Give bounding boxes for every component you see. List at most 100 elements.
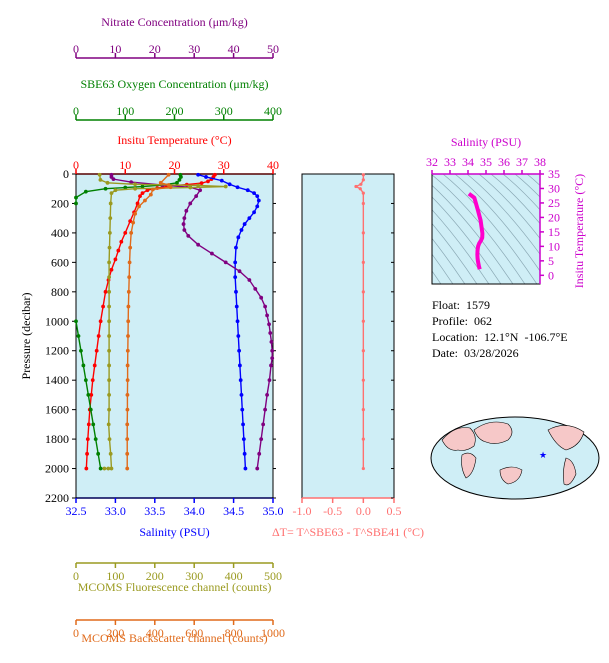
temperature-point [145, 188, 150, 193]
delta-axis-title: ΔT= T^SBE63 - T^SBE41 (°C) [272, 525, 424, 539]
backscatter-point [125, 451, 130, 456]
salinity-tick-label: 32.5 [66, 504, 87, 518]
fluorescence-point [223, 184, 228, 189]
fluorescence-point [107, 393, 111, 397]
pressure-tick-label: 600 [51, 255, 69, 269]
temperature-point [113, 257, 118, 262]
salinity-tick-label: 34.0 [184, 504, 205, 518]
oxygen-point [140, 184, 145, 189]
nitrate-point [267, 378, 272, 383]
fluorescence-point [107, 231, 112, 235]
oxygen-point [74, 319, 78, 324]
backscatter-point [125, 437, 130, 441]
isoline [514, 174, 540, 198]
temperature-point [119, 239, 124, 244]
temperature-point [92, 363, 97, 368]
ts-salinity-tick-label: 34 [462, 155, 474, 169]
fluorescence-point [107, 304, 111, 309]
fluorescence-tick-label: 400 [225, 569, 243, 583]
pressure-tick-label: 400 [51, 226, 69, 240]
backscatter-point [131, 220, 136, 225]
salinity-point [245, 188, 250, 193]
ts-temperature-tick-label: 25 [548, 196, 560, 210]
nitrate-point [265, 313, 269, 318]
temperature-point [90, 378, 95, 383]
ts-salinity-tick-label: 38 [534, 155, 546, 169]
backscatter-point [166, 172, 171, 177]
isoline [432, 174, 526, 284]
backscatter-point [168, 185, 173, 190]
salinity-point [233, 275, 238, 279]
temperature-point [86, 422, 91, 427]
float-location-marker: ★ [539, 451, 547, 461]
backscatter-point [127, 275, 132, 279]
backscatter-tick-label: 600 [185, 626, 203, 640]
nitrate-tick-label: 40 [228, 42, 240, 56]
oxygen-point [79, 348, 83, 353]
salinity-point [236, 235, 241, 240]
map-landmass [441, 427, 476, 451]
salinity-point [239, 228, 244, 232]
delta-t-point [359, 182, 363, 186]
oxygen-tick-label: 200 [166, 104, 184, 118]
delta-t-point [361, 319, 365, 323]
delta-t-point [361, 437, 365, 441]
pressure-tick-label: 1400 [45, 373, 69, 387]
nitrate-point [261, 422, 266, 427]
float-id: Float: 1579 [432, 298, 491, 312]
pressure-tick-label: 2000 [45, 462, 69, 476]
temperature-point [140, 191, 145, 196]
salinity-point [252, 210, 256, 215]
oxygen-point [86, 393, 91, 397]
fluorescence-tick-label: 100 [106, 569, 124, 583]
fluorescence-point [107, 275, 111, 279]
oxygen-point [74, 201, 78, 206]
fluorescence-point [107, 363, 111, 368]
nitrate-tick-label: 10 [109, 42, 121, 56]
oxygen-point [98, 466, 103, 471]
backscatter-point [127, 260, 132, 265]
ts-curve [467, 192, 485, 270]
fluorescence-point [107, 348, 111, 353]
fluorescence-point [109, 466, 114, 471]
fluorescence-point [107, 437, 112, 441]
delta-t-point [361, 173, 365, 177]
temperature-point [94, 348, 99, 353]
temperature-point [138, 194, 142, 198]
salinity-tick-label: 33.5 [144, 504, 165, 518]
ts-temperature-tick-label: 30 [548, 181, 560, 195]
temperature-point [101, 304, 105, 309]
fluorescence-point [107, 378, 111, 383]
nitrate-tick-label: 20 [149, 42, 161, 56]
fluorescence-point [108, 451, 113, 456]
salinity-point [241, 422, 245, 427]
nitrate-point [263, 407, 268, 412]
fluorescence-tick-label: 300 [185, 569, 203, 583]
isoline [454, 174, 540, 272]
backscatter-point [125, 466, 130, 471]
ts-temperature-tick-label: 10 [548, 239, 560, 253]
nitrate-point [182, 228, 187, 232]
nitrate-point [269, 363, 273, 368]
isoline [432, 184, 514, 284]
ts-temperature-axis-title: Insitu Temperature (°C) [572, 174, 586, 288]
nitrate-point [188, 201, 193, 206]
backscatter-point [148, 192, 153, 197]
backscatter-tick-label: 0 [73, 626, 79, 640]
nitrate-tick-label: 30 [188, 42, 200, 56]
salinity-point [227, 182, 232, 187]
fluorescence-point [107, 319, 111, 324]
salinity-tick-label: 33.0 [105, 504, 126, 518]
ts-temperature-tick-label: 0 [548, 268, 554, 282]
nitrate-point [186, 233, 191, 238]
backscatter-point [125, 422, 130, 427]
backscatter-point [125, 407, 130, 412]
backscatter-point [125, 393, 130, 397]
backscatter-tick-label: 200 [106, 626, 124, 640]
delta-t-point [361, 260, 365, 264]
ts-salinity-tick-label: 36 [498, 155, 510, 169]
backscatter-point [143, 198, 147, 203]
delta-t-point [361, 466, 365, 471]
delta-t-point [354, 184, 358, 189]
